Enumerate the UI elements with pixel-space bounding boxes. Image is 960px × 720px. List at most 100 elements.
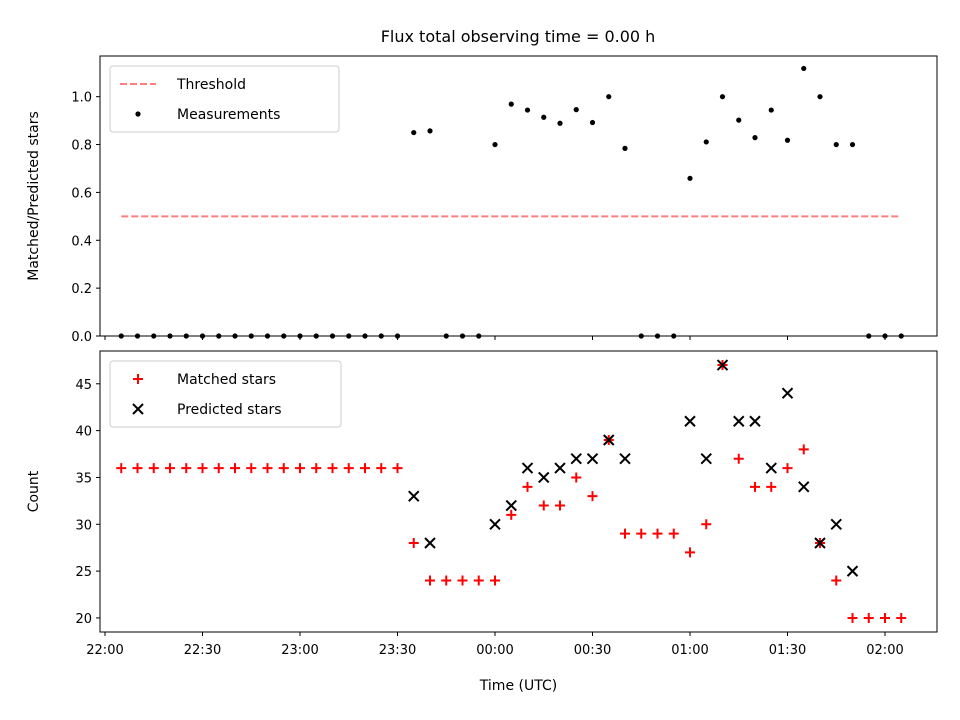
predicted-star-point: [830, 518, 842, 530]
matched-star-point: [441, 575, 452, 586]
legend-label: Predicted stars: [177, 402, 282, 418]
measurement-point: [882, 333, 888, 339]
predicted-star-point: [781, 387, 794, 399]
predicted-star-point: [554, 462, 566, 474]
measurement-point: [833, 141, 839, 148]
measurement-point: [524, 107, 531, 113]
measurement-point: [817, 94, 823, 100]
matched-star-point: [116, 463, 127, 474]
measurement-point: [134, 333, 141, 339]
matched-star-point: [555, 500, 565, 511]
bottom-y-tick-label: 30: [75, 518, 92, 533]
top-panel: 0.0 0.2 0.4 0.6 0.8 1.0 Matched/Predicted star…: [26, 55, 938, 345]
matched-star-point: [262, 463, 273, 474]
measurement-point: [606, 94, 612, 100]
matched-star-point: [392, 463, 403, 474]
matched-star-point: [425, 575, 435, 586]
matched-star-point: [896, 612, 907, 623]
measurement-point: [443, 333, 449, 339]
x-tick-label: 01:00: [671, 643, 708, 658]
measurement-point: [492, 141, 498, 148]
matched-star-point: [213, 463, 224, 474]
predicted-star-point: [408, 490, 420, 502]
matched-star-point: [668, 528, 679, 539]
measurement-point: [411, 129, 417, 136]
top-y-tick-label: 1.0: [71, 91, 92, 106]
top-y-tick-label: 0.4: [71, 234, 92, 249]
top-series-1: [118, 65, 904, 339]
predicted-star-point: [424, 537, 436, 549]
predicted-star-point: [684, 415, 696, 427]
bottom-y-tick-label: 35: [75, 471, 92, 486]
measurement-point: [801, 65, 807, 72]
matched-star-point: [636, 528, 647, 539]
bottom-y-tick-label: 40: [75, 425, 92, 440]
matched-star-point: [847, 612, 858, 623]
measurement-point: [752, 135, 758, 141]
measurement-point: [281, 333, 287, 339]
matched-star-point: [587, 491, 598, 502]
predicted-star-point: [700, 453, 712, 465]
matched-star-point: [620, 528, 630, 539]
measurement-point: [849, 141, 856, 148]
matched-star-point: [311, 463, 322, 474]
matched-star-point: [132, 463, 143, 474]
matched-star-point: [165, 463, 175, 474]
legend-predicted-marker: [132, 403, 144, 415]
measurement-point: [313, 333, 319, 339]
measurement-point: [427, 128, 433, 134]
predicted-star-point: [603, 434, 615, 446]
x-tick-label: 23:30: [379, 643, 416, 658]
matched-star-point: [473, 575, 484, 586]
bottom-y-tick-label: 20: [75, 612, 92, 627]
legend-label: Measurements: [177, 107, 280, 123]
measurement-point: [557, 120, 563, 126]
x-axis-label: Time (UTC): [479, 678, 557, 694]
measurement-point: [199, 333, 206, 339]
matched-star-point: [181, 463, 192, 474]
predicted-star-point: [538, 471, 550, 484]
measurement-point: [736, 117, 742, 123]
measurement-point: [654, 333, 661, 339]
x-tick-label: 00:30: [574, 643, 611, 658]
bottom-y-tick-label: 25: [75, 565, 92, 580]
top-y-tick-label: 0.8: [71, 139, 92, 154]
matched-star-point: [408, 538, 419, 549]
measurement-point: [541, 114, 547, 120]
matched-star-point: [863, 612, 874, 623]
predicted-star-point: [749, 415, 761, 427]
top-y-tick-label: 0.6: [71, 186, 92, 201]
matched-star-point: [652, 528, 663, 539]
legend-box: [109, 360, 342, 428]
bottom-series-1: [408, 359, 859, 577]
matched-star-point: [506, 509, 517, 520]
legend-matched-marker: [133, 374, 143, 384]
x-tick-label: 22:30: [184, 643, 221, 658]
matched-star-point: [278, 463, 289, 474]
matched-star-point: [733, 453, 744, 464]
measurement-point: [216, 333, 222, 339]
matched-star-point: [197, 463, 208, 474]
measurement-point: [573, 107, 579, 113]
measurement-point: [329, 333, 336, 339]
measurement-point: [378, 333, 384, 339]
matched-star-point: [685, 547, 695, 558]
measurement-point: [167, 333, 173, 339]
measurement-point: [118, 333, 124, 339]
measurement-point: [394, 333, 401, 339]
matched-star-point: [571, 472, 582, 483]
bottom-panel: 20 25 30 35 40 45 22:00 22:30 23:00 23:30 00:00 00:…: [26, 350, 938, 694]
measurement-point: [362, 333, 368, 339]
x-tick-label: 01:30: [769, 643, 806, 658]
x-tick-label: 00:00: [476, 643, 513, 658]
matched-star-point: [538, 500, 549, 511]
predicted-star-point: [765, 462, 777, 474]
matched-star-point: [798, 444, 809, 455]
measurement-point: [297, 333, 303, 339]
matched-star-point: [522, 481, 533, 492]
measurement-point: [671, 333, 677, 339]
measurement-point: [687, 175, 693, 181]
matched-star-point: [750, 481, 760, 492]
matched-star-point: [246, 463, 257, 474]
